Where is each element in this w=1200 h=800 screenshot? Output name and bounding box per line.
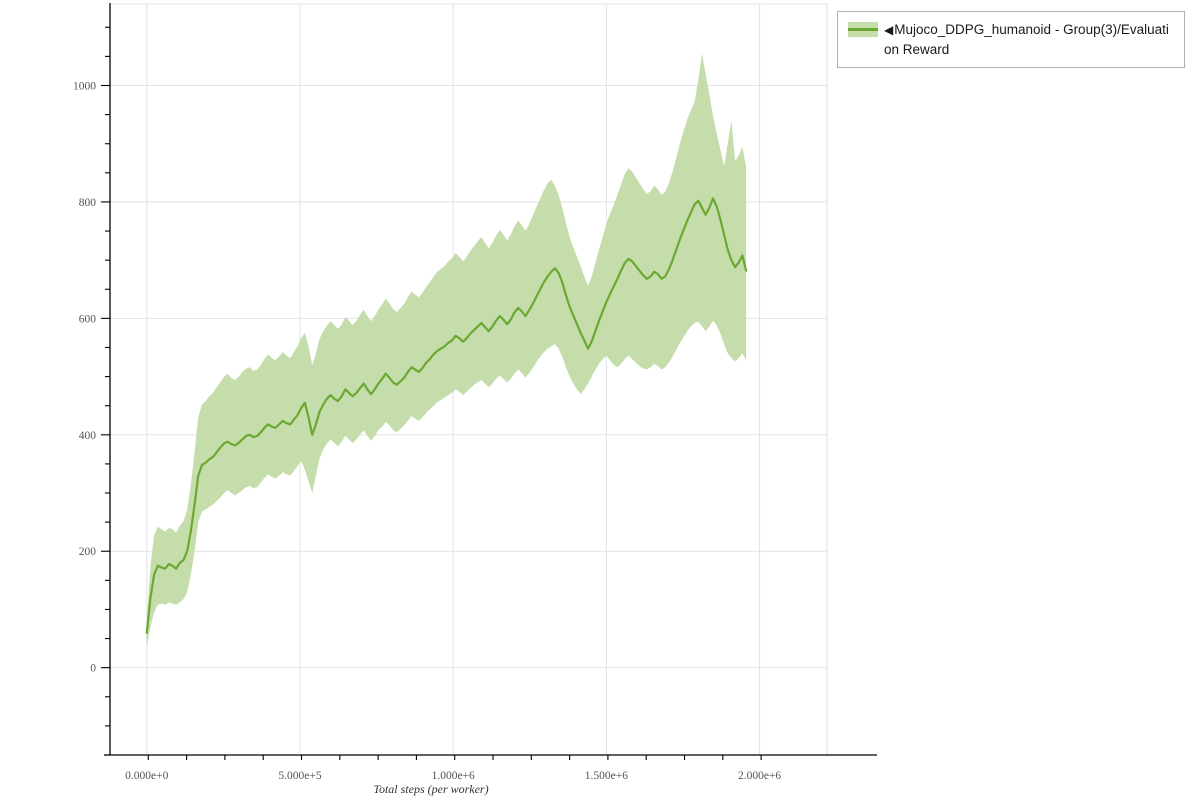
x-axis-title: Total steps (per worker) — [373, 782, 488, 796]
x-tick-label: 5.000e+5 — [278, 770, 321, 782]
legend-line-swatch — [848, 28, 878, 31]
x-tick-label: 2.000e+6 — [738, 770, 781, 782]
axis-tick-labels: 0 200 400 600 800 1000 0.000e+0 5.000e+5 1.000e+… — [73, 81, 781, 782]
chart-legend[interactable]: ◀Mujoco_DDPG_humanoid - Group(3)/Evaluat… — [837, 11, 1185, 68]
legend-color-swatch — [848, 22, 878, 37]
x-tick-label: 0.000e+0 — [125, 770, 168, 782]
y-tick-label: 800 — [79, 197, 97, 209]
confidence-band — [146, 53, 747, 648]
y-tick-label: 400 — [79, 430, 97, 442]
x-tick-label: 1.000e+6 — [432, 770, 475, 782]
y-tick-label: 200 — [79, 546, 97, 558]
y-tick-label: 600 — [79, 313, 97, 325]
left-triangle-icon: ◀ — [884, 23, 894, 37]
axis-spines — [104, 3, 877, 756]
y-tick-label: 0 — [90, 663, 96, 675]
y-tick-label: 1000 — [73, 81, 96, 93]
x-tick-label: 1.500e+6 — [585, 770, 628, 782]
mean-line — [145, 197, 748, 634]
axis-ticks — [101, 26, 762, 760]
legend-entry[interactable]: ◀Mujoco_DDPG_humanoid - Group(3)/Evaluat… — [884, 20, 1176, 59]
legend-series-label: Mujoco_DDPG_humanoid - Group(3)/Evaluati… — [884, 22, 1169, 57]
